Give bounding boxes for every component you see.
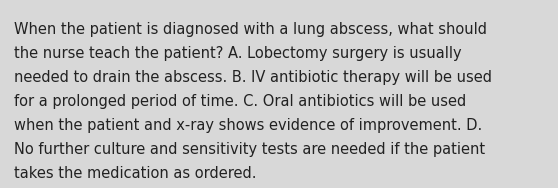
Text: When the patient is diagnosed with a lung abscess, what should: When the patient is diagnosed with a lun… [14,22,487,37]
Text: takes the medication as ordered.: takes the medication as ordered. [14,166,257,181]
Text: for a prolonged period of time. C. Oral antibiotics will be used: for a prolonged period of time. C. Oral … [14,94,466,109]
Text: No further culture and sensitivity tests are needed if the patient: No further culture and sensitivity tests… [14,142,485,157]
Text: when the patient and x-ray shows evidence of improvement. D.: when the patient and x-ray shows evidenc… [14,118,482,133]
Text: the nurse teach the patient? A. Lobectomy surgery is usually: the nurse teach the patient? A. Lobectom… [14,46,461,61]
Text: needed to drain the abscess. B. IV antibiotic therapy will be used: needed to drain the abscess. B. IV antib… [14,70,492,85]
